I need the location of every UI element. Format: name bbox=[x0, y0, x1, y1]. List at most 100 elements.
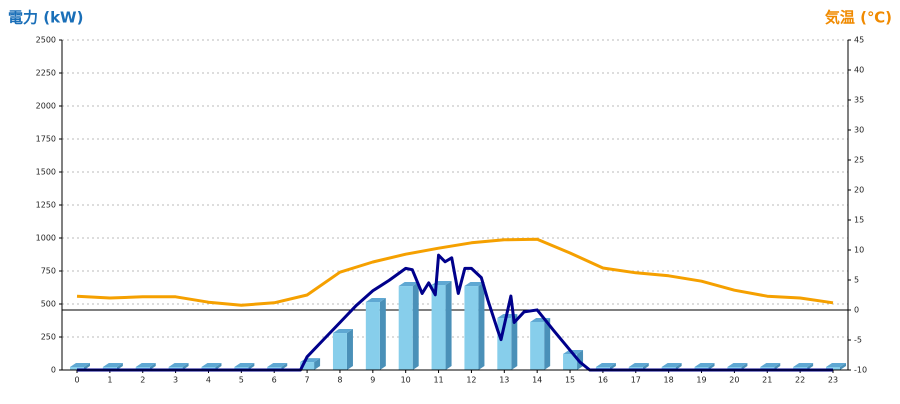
bar bbox=[332, 333, 347, 370]
bar-top bbox=[332, 329, 353, 334]
line bbox=[76, 237, 834, 307]
bar-side bbox=[149, 363, 156, 370]
bar-side bbox=[379, 298, 386, 370]
y-tick-label: 1000 bbox=[36, 234, 56, 243]
bar-side bbox=[215, 363, 222, 370]
y-tick-label: 1250 bbox=[36, 201, 56, 210]
bar-side bbox=[544, 317, 551, 370]
bar-top bbox=[464, 282, 485, 287]
bar-top bbox=[793, 363, 814, 367]
x-tick-label: 10 bbox=[401, 376, 411, 385]
bar bbox=[431, 284, 446, 370]
x-tick-label: 9 bbox=[370, 376, 375, 385]
y-tick-label: 1500 bbox=[36, 168, 56, 177]
bar-top bbox=[398, 282, 419, 287]
bar bbox=[300, 362, 315, 370]
y-tick-label: 0 bbox=[51, 366, 56, 375]
x-tick-label: 5 bbox=[239, 376, 244, 385]
bar bbox=[530, 321, 545, 370]
bar-side bbox=[314, 358, 321, 370]
bar-top bbox=[826, 363, 846, 367]
x-tick-label: 12 bbox=[466, 376, 476, 385]
y2-tick-label: 20 bbox=[854, 186, 864, 195]
bar-top bbox=[595, 363, 616, 367]
x-tick-label: 2 bbox=[140, 376, 145, 385]
y-tick-label: 2500 bbox=[36, 36, 56, 45]
y2-tick-label: 15 bbox=[854, 216, 864, 225]
bar-top bbox=[102, 363, 123, 367]
y2-tick-label: 30 bbox=[854, 126, 864, 135]
y2-tick-label: -5 bbox=[854, 336, 862, 345]
y2-tick-label: 25 bbox=[854, 156, 864, 165]
x-tick-label: 7 bbox=[305, 376, 310, 385]
bar-side bbox=[511, 313, 518, 370]
x-tick-label: 11 bbox=[433, 376, 443, 385]
y2-tick-label: 5 bbox=[854, 276, 859, 285]
y-tick-label: 500 bbox=[41, 300, 56, 309]
x-tick-label: 15 bbox=[565, 376, 575, 385]
bar-side bbox=[445, 280, 452, 370]
y-tick-label: 2000 bbox=[36, 102, 56, 111]
bar bbox=[497, 317, 512, 370]
bar-top bbox=[267, 363, 288, 367]
bar-side bbox=[281, 363, 288, 370]
bar-side bbox=[412, 282, 419, 370]
bar-top bbox=[694, 363, 715, 367]
y-tick-label: 250 bbox=[41, 333, 56, 342]
bar-side bbox=[346, 329, 353, 370]
x-tick-label: 18 bbox=[664, 376, 674, 385]
x-tick-label: 0 bbox=[74, 376, 79, 385]
x-tick-label: 17 bbox=[631, 376, 641, 385]
x-tick-label: 3 bbox=[173, 376, 178, 385]
y-axis-title: 電力 (kW) bbox=[8, 9, 83, 27]
bar-side bbox=[609, 363, 616, 370]
bar-top bbox=[727, 363, 748, 367]
x-tick-label: 6 bbox=[272, 376, 277, 385]
x-tick-label: 4 bbox=[206, 376, 211, 385]
y2-tick-label: 40 bbox=[854, 66, 864, 75]
bar-top bbox=[661, 363, 682, 367]
x-tick-label: 23 bbox=[828, 376, 838, 385]
y2-axis-title: 気温 (℃) bbox=[825, 9, 892, 27]
bar-top bbox=[365, 298, 386, 303]
bar bbox=[563, 354, 578, 370]
bar-side bbox=[708, 363, 715, 370]
y2-tick-label: 45 bbox=[854, 36, 864, 45]
bar bbox=[365, 302, 380, 370]
bar-side bbox=[675, 363, 682, 370]
bar-top bbox=[70, 363, 90, 367]
x-tick-label: 22 bbox=[795, 376, 805, 385]
bar-top bbox=[201, 363, 222, 367]
bar-side bbox=[741, 363, 748, 370]
bar-top bbox=[234, 363, 255, 367]
bar-side bbox=[84, 363, 90, 370]
bar-side bbox=[182, 363, 189, 370]
bar-top bbox=[628, 363, 649, 367]
bar-side bbox=[774, 363, 781, 370]
y-tick-label: 1750 bbox=[36, 135, 56, 144]
bar-side bbox=[248, 363, 255, 370]
x-tick-label: 19 bbox=[696, 376, 706, 385]
x-tick-label: 14 bbox=[532, 376, 542, 385]
x-tick-label: 13 bbox=[499, 376, 509, 385]
y-tick-label: 2250 bbox=[36, 69, 56, 78]
y2-tick-label: 0 bbox=[854, 306, 859, 315]
x-tick-label: 16 bbox=[598, 376, 608, 385]
x-tick-label: 1 bbox=[107, 376, 112, 385]
bar-side bbox=[478, 282, 485, 370]
bar-top bbox=[135, 363, 156, 367]
bar-top bbox=[760, 363, 781, 367]
y2-tick-label: 10 bbox=[854, 246, 864, 255]
x-tick-label: 8 bbox=[337, 376, 342, 385]
bar bbox=[398, 286, 413, 370]
bar-side bbox=[642, 363, 649, 370]
line bbox=[77, 253, 833, 372]
bar-top bbox=[168, 363, 189, 367]
y-tick-label: 750 bbox=[41, 267, 56, 276]
bar bbox=[464, 286, 479, 370]
bar-side bbox=[807, 363, 814, 370]
y2-tick-label: 35 bbox=[854, 96, 864, 105]
bar-side bbox=[840, 363, 846, 370]
x-tick-label: 21 bbox=[762, 376, 772, 385]
